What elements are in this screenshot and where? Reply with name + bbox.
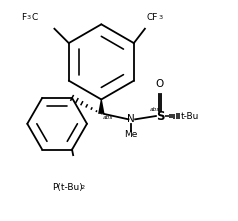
Text: 3: 3: [27, 15, 31, 21]
Text: P(t-Bu): P(t-Bu): [52, 183, 82, 192]
Text: C: C: [31, 13, 38, 22]
Text: S: S: [156, 110, 164, 122]
Text: CF: CF: [147, 13, 158, 22]
Polygon shape: [98, 99, 104, 114]
Text: 3: 3: [159, 15, 163, 21]
Text: abs: abs: [150, 107, 160, 112]
Text: O: O: [156, 79, 164, 89]
Text: N: N: [127, 114, 135, 124]
Text: 2: 2: [81, 185, 85, 190]
Text: Me: Me: [124, 130, 138, 139]
Text: t-Bu: t-Bu: [181, 112, 199, 120]
Text: abs: abs: [102, 115, 113, 120]
Text: F: F: [21, 13, 26, 22]
